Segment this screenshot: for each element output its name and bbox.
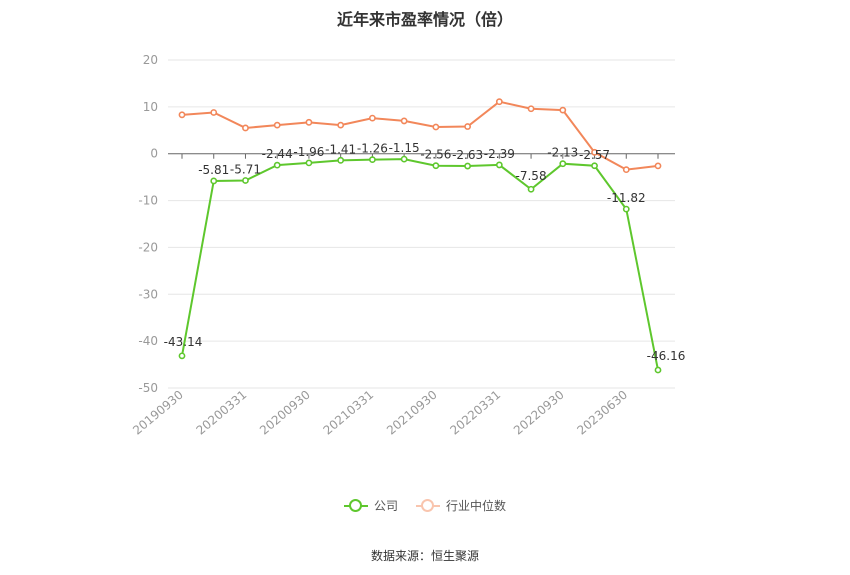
data-point-industry-median bbox=[178, 111, 186, 119]
data-point-industry-median bbox=[273, 121, 281, 129]
legend-swatch-company bbox=[343, 498, 368, 513]
data-point-company bbox=[527, 185, 535, 193]
data-point-company bbox=[464, 162, 471, 170]
data-label: -2.39 bbox=[484, 147, 515, 161]
y-tick-label: -50 bbox=[138, 381, 158, 395]
data-point-company bbox=[622, 205, 630, 213]
data-label: -2.44 bbox=[262, 147, 293, 161]
y-tick-label: -20 bbox=[138, 240, 158, 254]
legend-label-industry-median: 行业中位数 bbox=[446, 499, 507, 513]
y-tick-label: -10 bbox=[138, 194, 158, 208]
data-point-industry-median bbox=[654, 162, 662, 170]
data-label: -2.13 bbox=[547, 146, 578, 160]
data-point-company bbox=[559, 160, 567, 168]
data-point-company bbox=[242, 177, 249, 184]
y-tick-label: -30 bbox=[138, 287, 158, 301]
legend-label-company: 公司 bbox=[373, 499, 398, 513]
data-label: -5.81 bbox=[198, 163, 229, 177]
source-note: 数据来源：恒生聚源 bbox=[370, 549, 479, 563]
data-point-industry-median bbox=[527, 105, 535, 113]
data-label: -1.96 bbox=[293, 145, 324, 159]
data-label: -46.16 bbox=[647, 349, 686, 363]
data-label: -43.14 bbox=[164, 335, 203, 349]
data-label: -5.71 bbox=[230, 162, 261, 176]
data-label: -2.63 bbox=[452, 148, 483, 162]
data-point-industry-median bbox=[464, 123, 471, 130]
data-label: -1.26 bbox=[357, 142, 388, 156]
data-point-company bbox=[305, 159, 313, 167]
series-line-company bbox=[181, 158, 659, 371]
y-tick-label: -40 bbox=[138, 334, 158, 348]
x-tick-label: 20220331 bbox=[447, 388, 503, 438]
series-line-industry-median bbox=[181, 100, 659, 171]
data-point-company bbox=[273, 161, 281, 169]
data-point-industry-median bbox=[400, 117, 408, 125]
x-tick-label: 20220930 bbox=[511, 388, 567, 438]
data-point-company bbox=[591, 162, 598, 170]
data-point-company bbox=[210, 177, 218, 185]
legend: 公司 行业中位数 bbox=[0, 497, 850, 514]
data-point-company bbox=[432, 162, 440, 170]
data-label: -2.57 bbox=[579, 148, 610, 162]
legend-swatch-industry-median bbox=[416, 498, 440, 513]
y-tick-label: 0 bbox=[150, 147, 158, 161]
x-tick-label: 20230630 bbox=[574, 388, 630, 438]
x-tick-label: 20190930 bbox=[130, 388, 186, 438]
data-point-industry-median bbox=[210, 109, 218, 116]
data-point-industry-median bbox=[559, 106, 567, 114]
legend-item-industry-median[interactable]: 行业中位数 bbox=[416, 497, 506, 514]
y-tick-label: 20 bbox=[143, 53, 158, 67]
data-point-industry-median bbox=[368, 114, 376, 122]
data-point-company bbox=[400, 155, 408, 163]
data-point-industry-median bbox=[495, 98, 503, 106]
data-point-company bbox=[178, 352, 186, 360]
data-label: -7.58 bbox=[516, 169, 547, 183]
data-point-industry-median bbox=[622, 166, 630, 174]
data-point-industry-median bbox=[337, 121, 345, 129]
data-point-industry-median bbox=[305, 118, 313, 126]
x-tick-label: 20200930 bbox=[257, 388, 313, 438]
data-point-company bbox=[337, 156, 345, 164]
y-tick-label: 10 bbox=[143, 100, 158, 114]
data-label: -1.41 bbox=[325, 142, 356, 156]
data-point-company bbox=[654, 366, 662, 374]
chart-title: 近年来市盈率情况（倍） bbox=[336, 10, 513, 29]
x-tick-label: 20210930 bbox=[384, 388, 440, 438]
data-label: -2.56 bbox=[420, 148, 451, 162]
data-point-industry-median bbox=[432, 123, 440, 131]
data-point-industry-median bbox=[591, 148, 598, 156]
data-point-industry-median bbox=[242, 124, 249, 132]
data-point-company bbox=[495, 161, 503, 169]
data-point-company bbox=[368, 156, 376, 164]
x-tick-label: 20200331 bbox=[194, 388, 250, 438]
data-label: -1.15 bbox=[389, 141, 420, 155]
legend-item-company[interactable]: 公司 bbox=[343, 497, 398, 514]
data-label: -11.82 bbox=[607, 191, 646, 205]
x-tick-label: 20210331 bbox=[321, 388, 377, 438]
